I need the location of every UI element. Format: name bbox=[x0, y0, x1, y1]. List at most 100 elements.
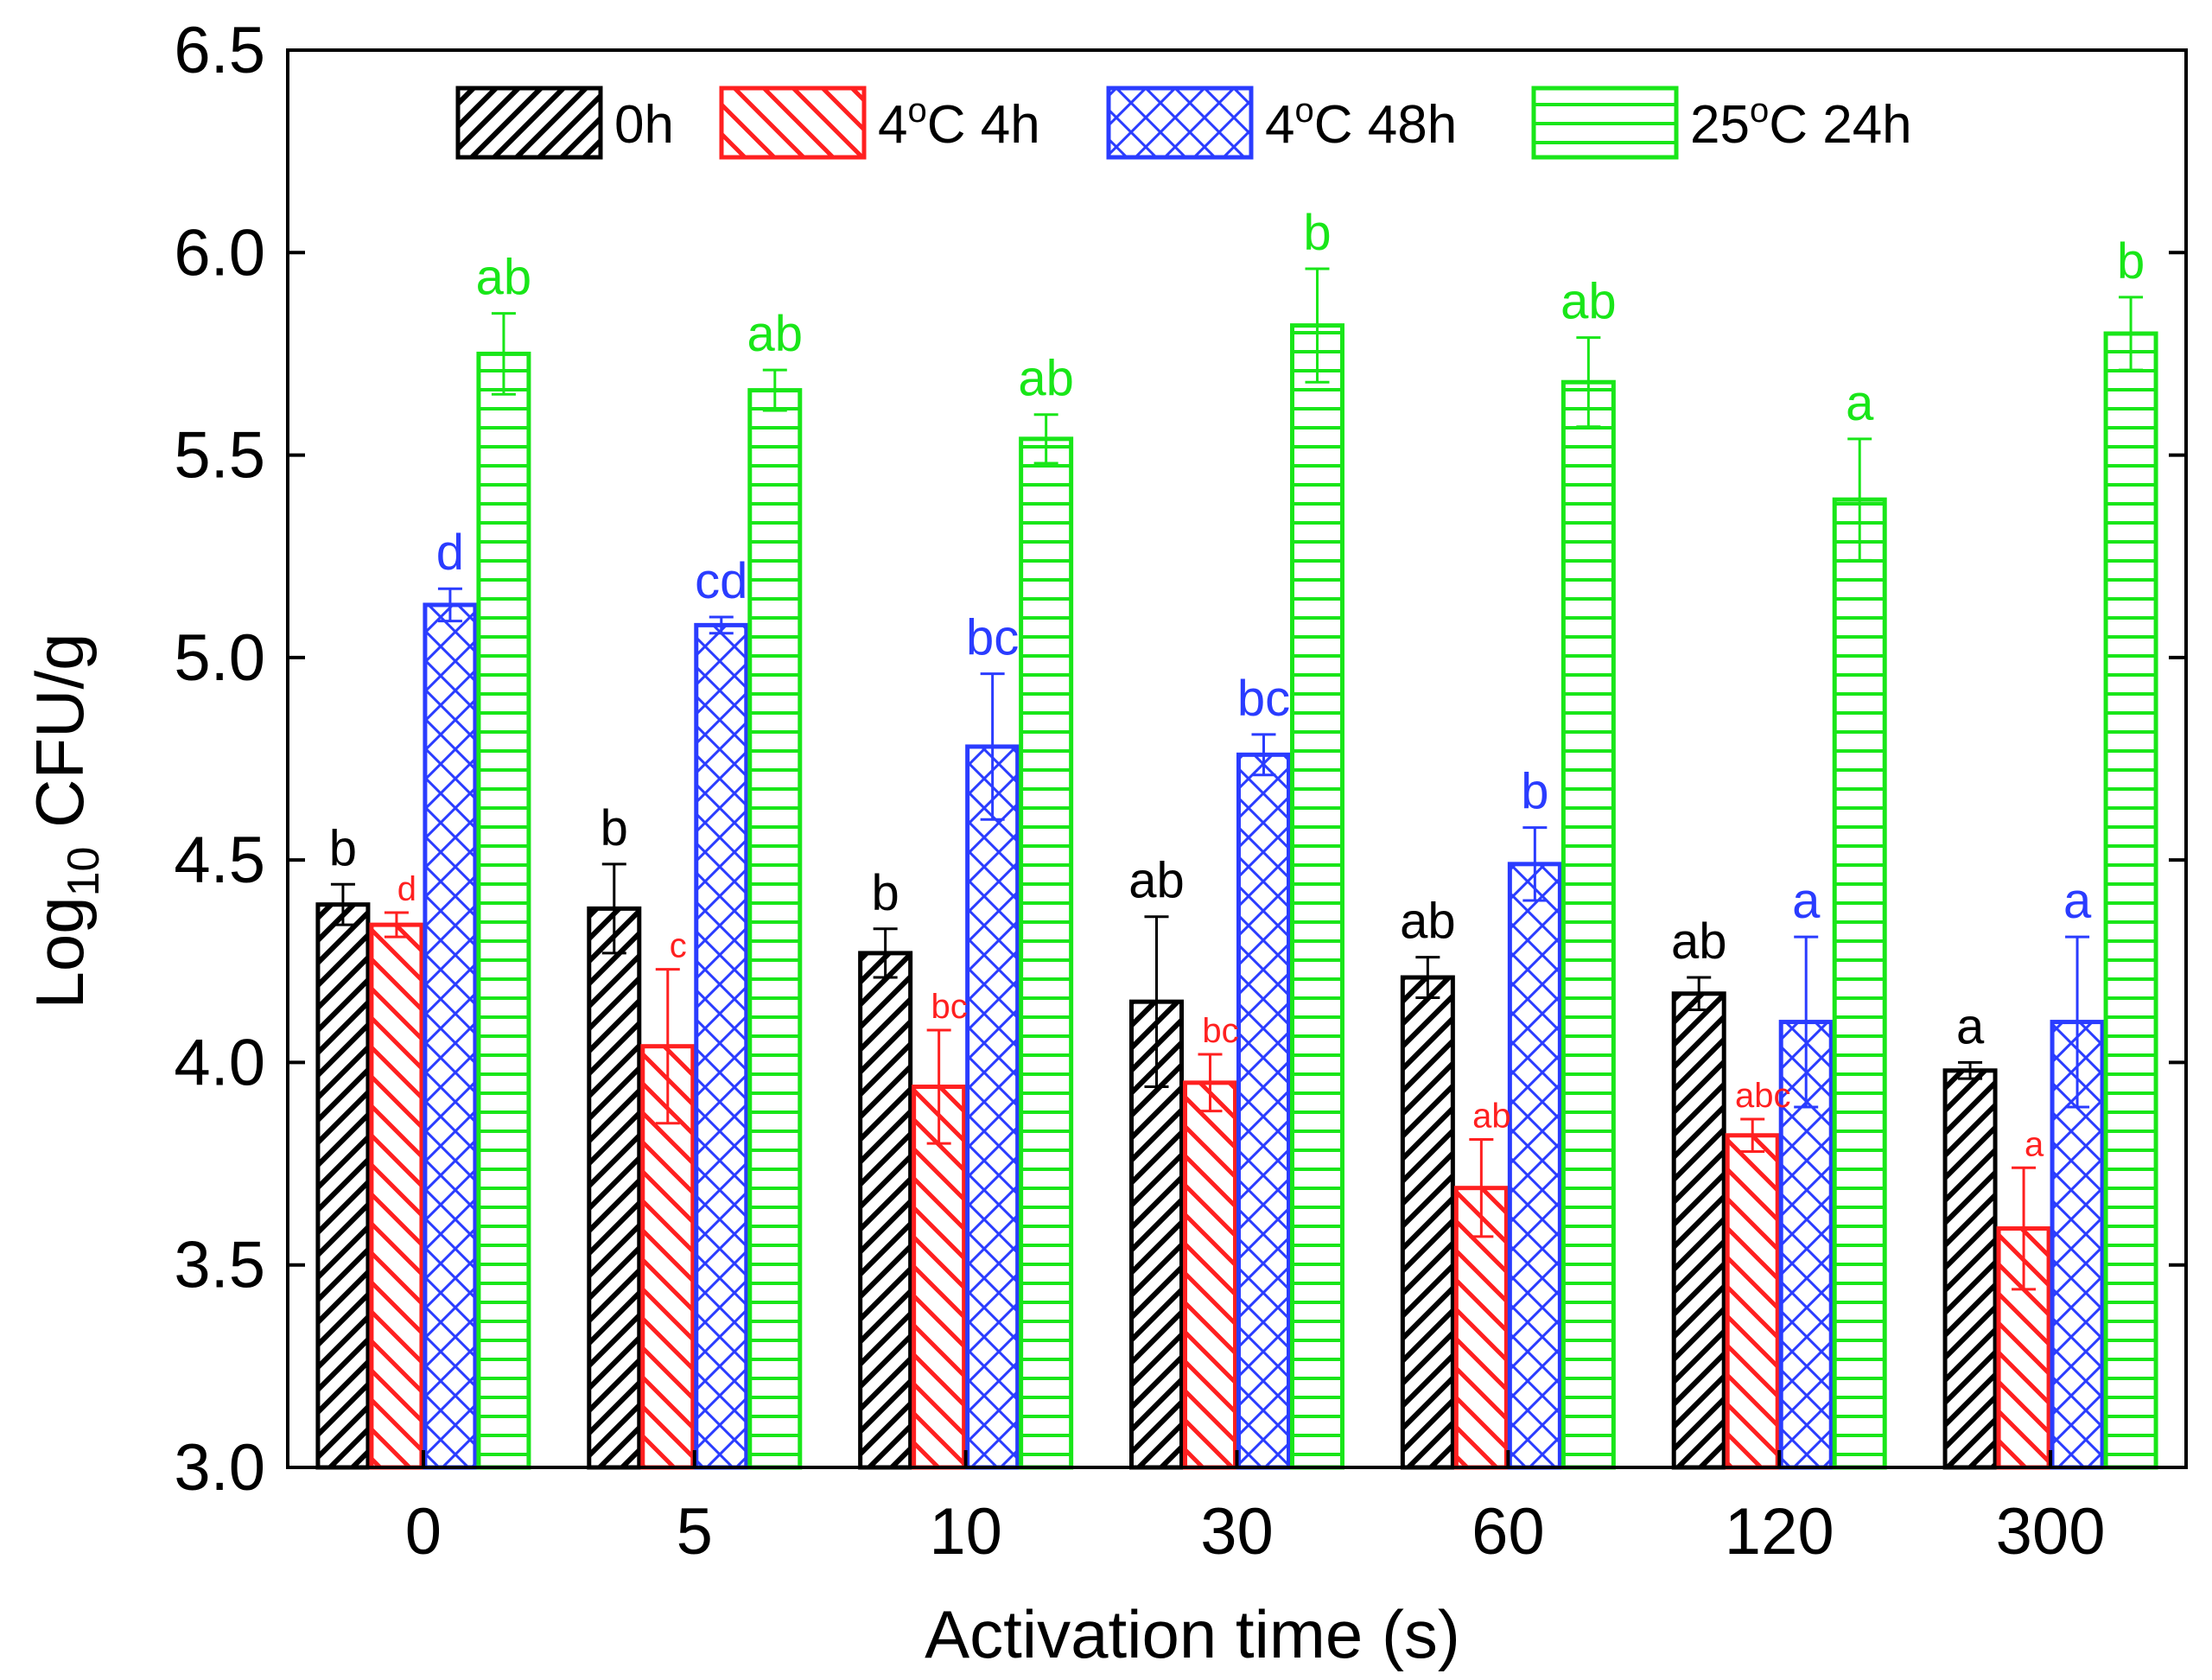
error-bar-2-1 bbox=[709, 615, 734, 635]
legend-label-0: 0h bbox=[614, 95, 674, 155]
bar-3-3 bbox=[1290, 323, 1344, 1470]
significance-letter-1-6: a bbox=[2024, 1125, 2044, 1163]
y-tick-label: 3.0 bbox=[174, 1431, 265, 1505]
error-bar-0-4 bbox=[1415, 956, 1440, 999]
significance-letter-1-2: bc bbox=[931, 988, 968, 1026]
error-bar-1-5 bbox=[1740, 1117, 1765, 1154]
bar-0-5 bbox=[1671, 991, 1726, 1470]
bar-2-0 bbox=[423, 602, 478, 1470]
legend-label-2: 4oC 48h bbox=[1265, 92, 1457, 155]
significance-letter-1-1: c bbox=[670, 927, 687, 965]
bar-1-3 bbox=[1183, 1080, 1237, 1470]
y-tick-label: 5.0 bbox=[174, 621, 265, 695]
bar-1-0 bbox=[369, 922, 424, 1470]
legend-item-1: 4oC 4h bbox=[719, 86, 1040, 160]
bar-1-4 bbox=[1453, 1186, 1509, 1470]
x-tick-label: 60 bbox=[1471, 1495, 1545, 1569]
legend: 0h 4oC 4h 4oC 48h 25oC 24h bbox=[455, 86, 1912, 160]
significance-letter-1-3: bc bbox=[1202, 1012, 1238, 1050]
error-bar-0-0 bbox=[330, 882, 355, 926]
bar-1-5 bbox=[1725, 1133, 1780, 1470]
significance-letters-layer: bddabbccdabbbcbcababbcbcbababbabababcaaa… bbox=[329, 205, 2145, 1163]
legend-swatch-0 bbox=[455, 86, 603, 160]
significance-letter-1-0: d bbox=[397, 870, 416, 908]
significance-letter-2-3: bc bbox=[1237, 671, 1290, 727]
bar-3-1 bbox=[747, 388, 803, 1470]
y-tick-label: 6.0 bbox=[174, 216, 265, 290]
x-tick-label: 5 bbox=[677, 1495, 713, 1569]
bar-3-0 bbox=[476, 351, 531, 1470]
significance-letter-3-4: ab bbox=[1560, 274, 1617, 330]
error-bar-1-0 bbox=[384, 911, 409, 939]
legend-item-3: 25oC 24h bbox=[1531, 86, 1912, 160]
error-bar-3-1 bbox=[762, 368, 787, 412]
error-bar-1-4 bbox=[1469, 1137, 1494, 1238]
y-tick-label: 3.5 bbox=[174, 1229, 265, 1302]
significance-letter-3-1: ab bbox=[747, 306, 804, 362]
x-axis-label: Activation time (s) bbox=[925, 1596, 1460, 1672]
bar-0-1 bbox=[587, 906, 642, 1470]
bar-0-6 bbox=[1942, 1068, 1998, 1470]
significance-letter-1-5: abc bbox=[1735, 1077, 1791, 1115]
significance-letter-3-2: ab bbox=[1018, 351, 1074, 407]
bar-3-5 bbox=[1832, 497, 1887, 1470]
significance-letter-0-1: b bbox=[601, 800, 628, 856]
significance-letter-2-6: a bbox=[2063, 873, 2092, 929]
error-bar-3-2 bbox=[1033, 413, 1058, 465]
legend-item-2: 4oC 48h bbox=[1106, 86, 1457, 160]
bar-3-2 bbox=[1019, 436, 1074, 1470]
error-bar-2-2 bbox=[980, 672, 1005, 821]
error-bar-3-4 bbox=[1576, 336, 1601, 429]
error-bar-1-3 bbox=[1198, 1053, 1223, 1113]
significance-letter-2-2: bc bbox=[966, 610, 1019, 666]
x-tick-label: 10 bbox=[929, 1495, 1002, 1569]
bar-3-6 bbox=[2103, 331, 2158, 1470]
error-bar-0-2 bbox=[873, 927, 898, 979]
bar-2-1 bbox=[694, 622, 749, 1470]
error-bar-3-6 bbox=[2119, 296, 2144, 372]
bar-2-2 bbox=[965, 744, 1020, 1470]
significance-letter-0-6: a bbox=[1956, 998, 1985, 1054]
significance-letter-3-0: ab bbox=[476, 250, 532, 306]
error-bar-1-6 bbox=[2012, 1166, 2037, 1291]
error-bar-0-5 bbox=[1687, 976, 1712, 1012]
significance-letter-2-0: d bbox=[436, 525, 464, 581]
error-bar-3-0 bbox=[491, 312, 516, 396]
significance-letter-2-4: b bbox=[1521, 764, 1548, 820]
error-bar-1-2 bbox=[926, 1028, 951, 1145]
y-tick-label: 4.0 bbox=[174, 1026, 265, 1099]
significance-letter-3-6: b bbox=[2117, 233, 2145, 290]
bar-3-4 bbox=[1560, 379, 1616, 1470]
bars-layer bbox=[315, 323, 2158, 1470]
y-tick-label: 5.5 bbox=[174, 419, 265, 493]
x-tick-label: 120 bbox=[1725, 1495, 1834, 1569]
legend-swatch-1 bbox=[719, 86, 867, 160]
y-axis: 3.0 3.5 4.0 4.5 5.0 5.5 6.0 6.5 bbox=[174, 14, 2186, 1505]
bar-0-4 bbox=[1400, 975, 1455, 1470]
bar-0-2 bbox=[858, 951, 913, 1470]
error-bar-3-3 bbox=[1305, 267, 1330, 384]
error-bar-2-3 bbox=[1251, 733, 1276, 777]
error-bars-layer bbox=[330, 267, 2144, 1291]
error-bar-2-4 bbox=[1522, 826, 1548, 902]
significance-letter-0-3: ab bbox=[1128, 853, 1185, 909]
x-tick-label: 300 bbox=[1996, 1495, 2106, 1569]
significance-letter-0-4: ab bbox=[1400, 894, 1456, 950]
y-tick-label: 4.5 bbox=[174, 824, 265, 897]
bar-2-3 bbox=[1236, 752, 1291, 1470]
legend-item-0: 0h bbox=[455, 86, 674, 160]
legend-label-1: 4oC 4h bbox=[878, 92, 1040, 155]
error-bar-2-5 bbox=[1794, 935, 1819, 1109]
x-tick-label: 0 bbox=[405, 1495, 442, 1569]
x-tick-label: 30 bbox=[1200, 1495, 1274, 1569]
bar-0-0 bbox=[315, 902, 371, 1470]
error-bar-2-0 bbox=[437, 587, 462, 623]
significance-letter-0-5: ab bbox=[1671, 913, 1727, 970]
significance-letter-0-2: b bbox=[872, 865, 899, 921]
x-axis: 0 5 10 30 60 120 300 bbox=[405, 1450, 2106, 1569]
significance-letter-1-4: ab bbox=[1472, 1097, 1511, 1135]
y-tick-label: 6.5 bbox=[174, 14, 265, 87]
legend-label-3: 25oC 24h bbox=[1690, 92, 1912, 155]
